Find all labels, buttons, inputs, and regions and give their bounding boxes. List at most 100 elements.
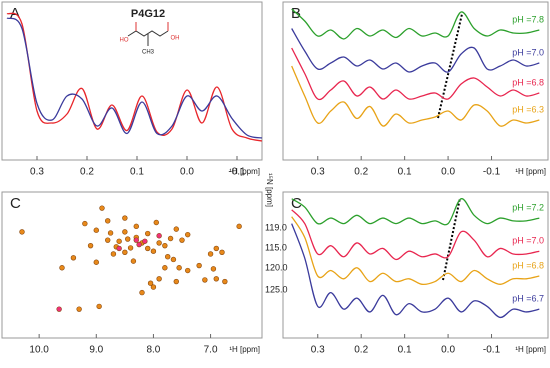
x-tick-label: 0.1: [398, 167, 412, 178]
peak: [207, 251, 214, 257]
peak: [145, 230, 151, 237]
panel-frame: [282, 191, 549, 339]
x-tick-label: 0.3: [311, 167, 325, 178]
peak: [122, 229, 128, 235]
peak: [176, 265, 182, 271]
compound-name: P4G12: [131, 8, 165, 20]
spectrum-trace: [291, 8, 540, 40]
peak: [219, 249, 225, 256]
peak: [110, 251, 117, 257]
peak: [213, 245, 219, 252]
peak: [173, 226, 179, 232]
spectrum-trace: [6, 17, 263, 139]
panel-label: C: [291, 195, 302, 212]
x-tick-label: 0.2: [80, 167, 94, 178]
peak: [167, 235, 174, 242]
molecule: [127, 22, 169, 46]
y-axis-label: ¹⁵N [ppm]: [265, 173, 274, 207]
peak: [179, 237, 185, 243]
x-tick-label: 0.3: [30, 167, 44, 178]
peak: [145, 245, 151, 252]
series-label: pH =6.7: [512, 294, 544, 304]
peak: [59, 265, 65, 271]
peak: [87, 242, 94, 249]
peak: [162, 265, 168, 271]
x-tick-label: 0.3: [311, 345, 325, 356]
y-tick-label: 119.0: [265, 222, 287, 232]
x-tick-label: 0.0: [441, 345, 455, 356]
series-label: pH =6.3: [512, 104, 544, 114]
series-label: pH =6.8: [512, 77, 544, 87]
peak: [127, 245, 134, 251]
peak: [82, 220, 88, 227]
peak: [93, 227, 99, 233]
series-label: pH =7.8: [512, 14, 544, 24]
x-axis-label: ¹H [ppm]: [229, 167, 260, 176]
spectrum-trace: [291, 28, 540, 73]
x-tick-label: 8.0: [146, 345, 160, 356]
peak: [70, 255, 77, 261]
peak: [133, 223, 139, 230]
peak: [105, 237, 111, 243]
peak: [19, 229, 25, 235]
peak: [125, 236, 131, 242]
x-axis-label: ¹H [ppm]: [515, 345, 546, 354]
panel-frame: [1, 191, 263, 339]
shift-trend: [437, 13, 463, 119]
peak: [210, 266, 217, 272]
peak: [136, 241, 142, 248]
x-tick-label: -0.1: [228, 167, 246, 178]
peak: [122, 249, 128, 256]
panel-frame: [1, 1, 263, 161]
panel-frame: [282, 1, 549, 161]
peak: [213, 276, 219, 282]
atom-label: OH: [171, 36, 180, 42]
peak: [142, 238, 148, 244]
series-label: pH =7.2: [512, 202, 544, 212]
peak: [139, 289, 145, 296]
x-tick-label: 0.0: [180, 167, 194, 178]
peak: [185, 267, 191, 274]
bond: [127, 30, 169, 37]
peak: [76, 306, 82, 312]
peak: [107, 230, 114, 236]
peak: [170, 256, 177, 263]
x-tick-label: -0.1: [483, 345, 501, 356]
x-tick-label: 0.1: [130, 167, 144, 178]
panel-label: C: [10, 195, 21, 212]
x-tick-label: -0.1: [483, 167, 501, 178]
x-tick-label: 0.1: [398, 345, 412, 356]
peak: [236, 223, 242, 230]
x-tick-label: 0.2: [354, 167, 368, 178]
peak: [185, 231, 191, 238]
y-tick-label: 115.0: [265, 242, 287, 252]
spectrum-trace: [291, 65, 540, 127]
spectrum-trace: [6, 12, 263, 142]
x-tick-label: 7.0: [204, 345, 218, 356]
peak: [156, 233, 162, 239]
shift-trend: [442, 197, 461, 281]
peak: [156, 276, 162, 282]
y-tick-label: 125.0: [265, 284, 288, 294]
peak: [116, 238, 122, 244]
x-axis-label: ¹H [ppm]: [515, 167, 546, 176]
spectrum-trace: [291, 47, 540, 101]
peak: [173, 278, 179, 285]
spectrum-trace: [291, 216, 540, 286]
x-tick-label: 0.0: [441, 167, 455, 178]
peak: [56, 306, 62, 312]
atom-label: HO: [120, 38, 129, 44]
spectrum-trace: [291, 198, 540, 226]
peak: [105, 218, 111, 224]
series-label: pH =7.0: [512, 47, 544, 57]
peak: [165, 254, 171, 260]
peak: [96, 303, 102, 310]
x-tick-label: 10.0: [29, 345, 49, 356]
peak: [156, 240, 162, 246]
peak: [130, 258, 137, 264]
peak: [93, 259, 99, 265]
atom-label: CH3: [142, 50, 155, 56]
y-tick-label: 120.0: [265, 262, 288, 272]
peak: [116, 245, 122, 252]
